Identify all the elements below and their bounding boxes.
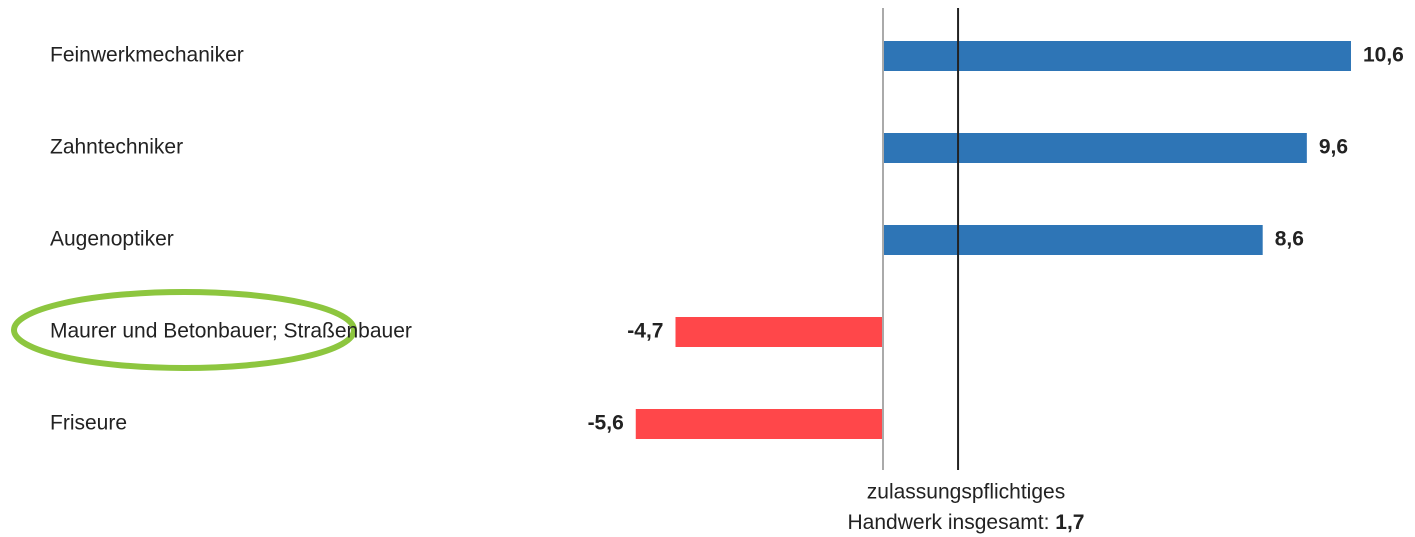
reference-value-label: 1,7 bbox=[1055, 511, 1084, 534]
reference-label: zulassungspflichtiges bbox=[867, 481, 1065, 504]
bar bbox=[675, 317, 883, 347]
bar bbox=[883, 133, 1307, 163]
category-label: Maurer und Betonbauer; Straßenbauer bbox=[50, 320, 412, 343]
reference-label-text: Handwerk insgesamt: bbox=[848, 511, 1056, 534]
value-label: -4,7 bbox=[627, 320, 663, 343]
reference-label: Handwerk insgesamt: 1,7 bbox=[848, 511, 1085, 534]
value-label: 10,6 bbox=[1363, 44, 1404, 67]
category-label: Augenoptiker bbox=[50, 228, 174, 251]
bar bbox=[883, 41, 1351, 71]
bar bbox=[635, 409, 883, 439]
bar bbox=[883, 225, 1263, 255]
value-label: 9,6 bbox=[1319, 136, 1348, 159]
category-label: Feinwerkmechaniker bbox=[50, 44, 244, 67]
value-label: -5,6 bbox=[588, 412, 624, 435]
category-label: Friseure bbox=[50, 412, 127, 435]
value-label: 8,6 bbox=[1275, 228, 1304, 251]
highlight-ellipse bbox=[11, 289, 357, 371]
category-label: Zahntechniker bbox=[50, 136, 183, 159]
